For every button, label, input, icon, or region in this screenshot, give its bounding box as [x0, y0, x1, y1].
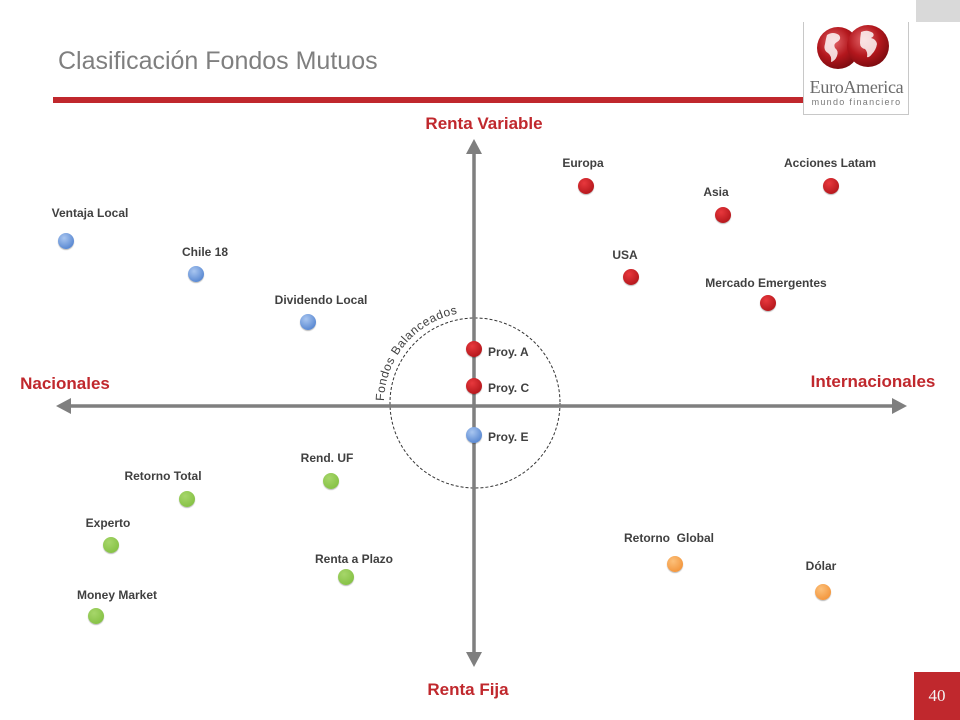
arrow-left-icon [56, 398, 71, 414]
fund-marker-acciones-latam [823, 178, 839, 194]
fund-label-money-market: Money Market [76, 588, 158, 602]
fund-label-dolar: Dólar [805, 559, 837, 573]
fund-marker-europa [578, 178, 594, 194]
fund-marker-experto [103, 537, 119, 553]
logo-frame [803, 22, 909, 115]
logo-tagline: mundo financiero [811, 97, 902, 107]
balanced-zone-circle [389, 317, 561, 489]
fund-label-europa: Europa [562, 156, 604, 170]
fund-label-acciones-latam: Acciones Latam [783, 156, 877, 170]
fund-marker-retorno-total [179, 491, 195, 507]
slide-title: Clasificación Fondos Mutuos [58, 47, 378, 75]
fund-label-mercado-emergentes: Mercado Emergentes [705, 276, 827, 290]
fund-marker-usa [623, 269, 639, 285]
page-number: 40 [914, 672, 960, 720]
fund-marker-proy-c [466, 378, 482, 394]
logo-wordmark: EuroAmerica [809, 77, 904, 97]
axis-label-top: Renta Variable [425, 114, 543, 133]
fund-marker-proy-a [466, 341, 482, 357]
fund-label-experto: Experto [85, 516, 131, 530]
fund-label-retorno-total: Retorno Total [124, 469, 202, 483]
fund-label-asia: Asia [703, 185, 729, 199]
fund-marker-rend-uf [323, 473, 339, 489]
fund-marker-renta-a-plazo [338, 569, 354, 585]
fund-marker-chile-18 [188, 266, 204, 282]
globe-logo-icon [817, 25, 889, 69]
fund-label-rend-uf: Rend. UF [300, 451, 354, 465]
fund-label-dividendo-local: Dividendo Local [274, 293, 368, 307]
fund-marker-dolar [815, 584, 831, 600]
fund-label-retorno-global: Retorno Global [624, 531, 714, 545]
fund-label-proy-a: Proy. A [488, 345, 529, 359]
arrow-up-icon [466, 139, 482, 154]
fund-marker-ventaja-local [58, 233, 74, 249]
fund-label-ventaja-local: Ventaja Local [51, 206, 129, 220]
fund-marker-retorno-global [667, 556, 683, 572]
arrow-down-icon [466, 652, 482, 667]
fund-marker-money-market [88, 608, 104, 624]
fund-marker-proy-e [466, 427, 482, 443]
fund-label-chile-18: Chile 18 [181, 245, 229, 259]
page-number-text: 40 [928, 686, 946, 705]
fund-marker-dividendo-local [300, 314, 316, 330]
fund-label-renta-a-plazo: Renta a Plazo [314, 552, 394, 566]
fund-marker-asia [715, 207, 731, 223]
axis-label-bottom: Renta Fija [427, 680, 509, 699]
fund-label-proy-c: Proy. C [488, 381, 530, 395]
axis-label-left: Nacionales [20, 374, 110, 393]
title-divider [53, 97, 804, 103]
axis-label-right: Internacionales [810, 372, 936, 391]
balanced-zone-label: Fondos Balanceados [373, 303, 459, 402]
fund-label-proy-e: Proy. E [488, 430, 529, 444]
corner-decoration [916, 0, 960, 22]
arrow-right-icon [892, 398, 907, 414]
fund-label-usa: USA [612, 248, 638, 262]
fund-marker-mercado-emergentes [760, 295, 776, 311]
